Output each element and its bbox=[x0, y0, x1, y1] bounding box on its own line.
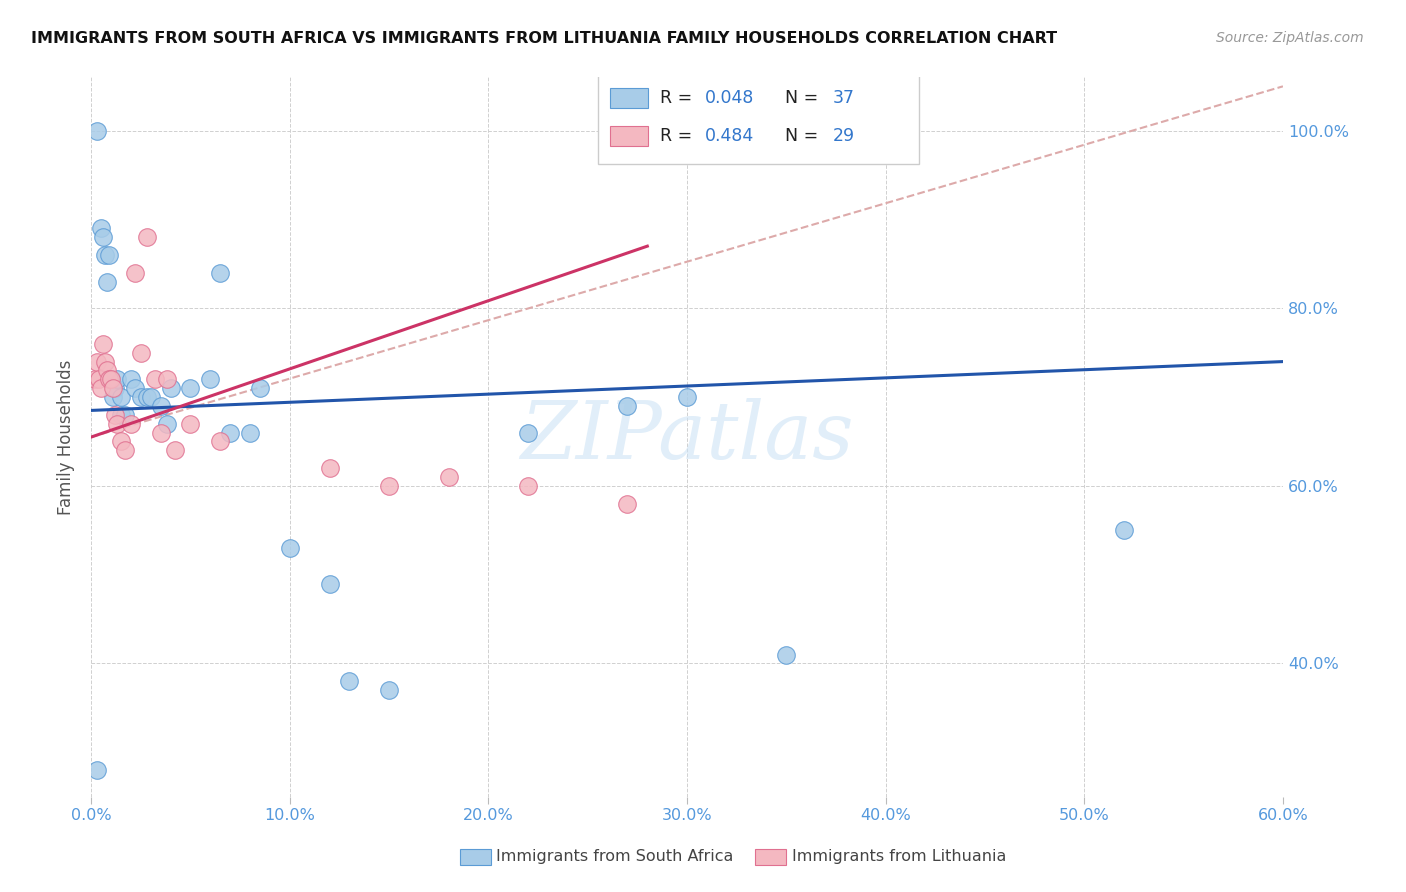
Point bbox=[517, 479, 540, 493]
Point bbox=[179, 381, 201, 395]
Point bbox=[378, 479, 401, 493]
Point bbox=[249, 381, 271, 395]
Point bbox=[101, 390, 124, 404]
Point bbox=[318, 461, 340, 475]
Point bbox=[96, 275, 118, 289]
Point bbox=[179, 417, 201, 431]
Point bbox=[129, 390, 152, 404]
Point bbox=[98, 372, 121, 386]
Point bbox=[101, 381, 124, 395]
Point bbox=[378, 683, 401, 698]
Point bbox=[278, 541, 301, 555]
Text: Immigrants from South Africa: Immigrants from South Africa bbox=[496, 849, 734, 863]
Point bbox=[209, 434, 232, 449]
Text: R =: R = bbox=[659, 127, 697, 145]
Point bbox=[84, 372, 107, 386]
Point bbox=[90, 381, 112, 395]
Text: R =: R = bbox=[659, 88, 697, 106]
Point bbox=[163, 443, 186, 458]
Point bbox=[90, 221, 112, 235]
Point bbox=[124, 381, 146, 395]
Point bbox=[149, 399, 172, 413]
FancyBboxPatch shape bbox=[610, 126, 648, 145]
Point bbox=[135, 390, 157, 404]
Point bbox=[676, 390, 699, 404]
Point bbox=[86, 763, 108, 777]
Text: ZIPatlas: ZIPatlas bbox=[520, 399, 853, 475]
Point bbox=[98, 248, 121, 262]
Text: Immigrants from Lithuania: Immigrants from Lithuania bbox=[792, 849, 1005, 863]
Point bbox=[91, 230, 114, 244]
Point bbox=[135, 230, 157, 244]
Text: N =: N = bbox=[785, 88, 824, 106]
Point bbox=[124, 266, 146, 280]
Point bbox=[86, 354, 108, 368]
Point bbox=[110, 390, 132, 404]
Point bbox=[96, 363, 118, 377]
Text: Source: ZipAtlas.com: Source: ZipAtlas.com bbox=[1216, 31, 1364, 45]
Point bbox=[114, 408, 136, 422]
Point bbox=[616, 497, 638, 511]
Point bbox=[616, 399, 638, 413]
Point bbox=[318, 576, 340, 591]
Point bbox=[110, 408, 132, 422]
Point bbox=[104, 408, 127, 422]
Text: IMMIGRANTS FROM SOUTH AFRICA VS IMMIGRANTS FROM LITHUANIA FAMILY HOUSEHOLDS CORR: IMMIGRANTS FROM SOUTH AFRICA VS IMMIGRAN… bbox=[31, 31, 1057, 46]
Point bbox=[219, 425, 242, 440]
Point bbox=[100, 372, 122, 386]
Point bbox=[437, 470, 460, 484]
Point bbox=[129, 345, 152, 359]
Point bbox=[94, 248, 117, 262]
Point bbox=[114, 443, 136, 458]
Point bbox=[94, 354, 117, 368]
Point bbox=[209, 266, 232, 280]
Point bbox=[86, 124, 108, 138]
Point bbox=[1112, 523, 1135, 537]
Text: 0.048: 0.048 bbox=[704, 88, 754, 106]
Point bbox=[200, 372, 222, 386]
FancyBboxPatch shape bbox=[610, 87, 648, 108]
Point bbox=[105, 372, 128, 386]
Y-axis label: Family Households: Family Households bbox=[58, 359, 75, 515]
Point bbox=[156, 417, 179, 431]
Point bbox=[105, 417, 128, 431]
Point bbox=[91, 336, 114, 351]
Point bbox=[517, 425, 540, 440]
Point bbox=[149, 425, 172, 440]
Point bbox=[110, 434, 132, 449]
Point bbox=[775, 648, 797, 662]
Point bbox=[159, 381, 181, 395]
Point bbox=[104, 381, 127, 395]
Point bbox=[120, 372, 142, 386]
Point bbox=[139, 390, 162, 404]
Text: 29: 29 bbox=[832, 127, 855, 145]
Text: 37: 37 bbox=[832, 88, 855, 106]
FancyBboxPatch shape bbox=[598, 74, 920, 164]
Text: N =: N = bbox=[785, 127, 824, 145]
Point bbox=[120, 417, 142, 431]
Point bbox=[143, 372, 166, 386]
Text: 0.484: 0.484 bbox=[704, 127, 754, 145]
Point bbox=[156, 372, 179, 386]
Point bbox=[100, 372, 122, 386]
Point bbox=[239, 425, 262, 440]
Point bbox=[337, 674, 360, 689]
Point bbox=[87, 372, 110, 386]
